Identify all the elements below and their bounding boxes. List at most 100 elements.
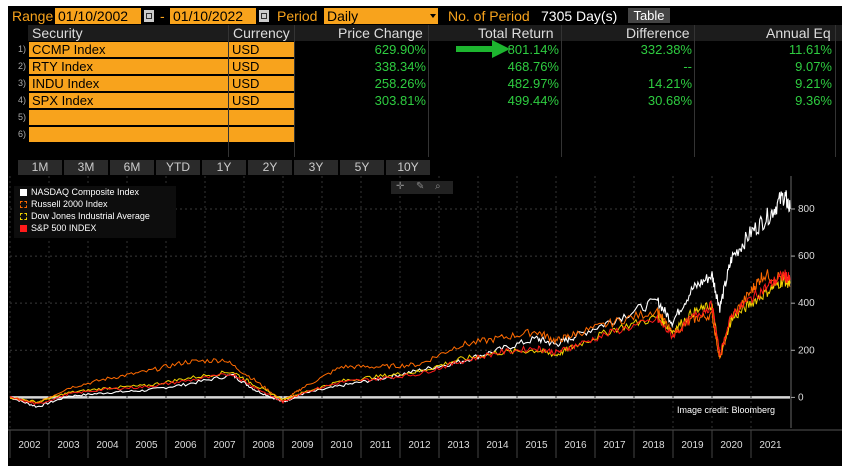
y-tick-label: 600 <box>798 251 815 262</box>
security-cell[interactable]: CCMP Index <box>29 42 228 57</box>
calendar-icon[interactable] <box>259 10 269 22</box>
currency-cell[interactable] <box>229 127 294 142</box>
header-currency: Currency <box>233 25 290 41</box>
x-tick-label: 2018 <box>642 440 665 451</box>
price-change-value: 258.26% <box>374 76 426 91</box>
row-number: 4) <box>18 95 27 105</box>
annual-eq-value: 9.36% <box>795 93 832 108</box>
chart-legend: NASDAQ Composite Index Russell 2000 Inde… <box>14 186 176 238</box>
legend-label: Russell 2000 Index <box>31 199 108 209</box>
annual-eq-value: 9.07% <box>795 59 832 74</box>
x-tick-label: 2003 <box>57 440 80 451</box>
x-tick-label: 2016 <box>564 440 587 451</box>
calendar-icon[interactable] <box>144 10 154 22</box>
x-tick-label: 2008 <box>252 440 275 451</box>
x-tick-label: 2002 <box>18 440 41 451</box>
col-divider <box>294 25 295 157</box>
period-label: Period <box>277 8 318 24</box>
period-tab-2y[interactable]: 2Y <box>248 160 292 175</box>
currency-cell[interactable]: USD <box>229 59 294 74</box>
period-select[interactable]: Daily <box>324 8 428 24</box>
num-period-label: No. of Period <box>448 8 530 24</box>
x-tick-label: 2006 <box>174 440 197 451</box>
col-divider <box>428 25 429 157</box>
pencil-icon[interactable]: ✎ <box>416 181 425 192</box>
x-axis-band <box>8 430 842 460</box>
y-axis: 0 200 400 600 800 <box>790 176 815 428</box>
x-tick-label: 2015 <box>525 440 548 451</box>
legend-label: Dow Jones Industrial Average <box>31 211 150 221</box>
y-tick-label: 400 <box>798 298 815 309</box>
header-annual-eq: Annual Eq <box>766 25 831 41</box>
difference-value: 30.68% <box>647 93 692 108</box>
currency-cell[interactable]: USD <box>229 93 294 108</box>
series-line-0 <box>9 190 791 408</box>
range-dash: - <box>160 8 165 24</box>
header-security: Security <box>32 25 83 41</box>
security-cell[interactable] <box>29 110 228 125</box>
difference-value: -- <box>683 59 692 74</box>
col-divider <box>228 25 229 157</box>
legend-swatch <box>20 201 27 208</box>
arrow-right-icon <box>456 40 510 58</box>
search-icon[interactable]: ⌕ <box>435 181 441 192</box>
difference-value: 332.38% <box>640 42 692 57</box>
period-tab-1m[interactable]: 1M <box>18 160 62 175</box>
table-header-row <box>28 25 842 41</box>
x-tick-label: 2007 <box>213 440 236 451</box>
x-tick-label: 2020 <box>720 440 743 451</box>
x-tick-label: 2021 <box>759 440 782 451</box>
x-tick-label: 2017 <box>603 440 626 451</box>
row-number: 3) <box>18 78 27 88</box>
x-tick-label: 2012 <box>408 440 431 451</box>
col-divider <box>561 25 562 157</box>
col-divider <box>694 25 695 157</box>
series-line-3 <box>9 269 791 406</box>
security-cell[interactable] <box>29 127 228 142</box>
row-number: 1) <box>18 44 27 54</box>
chart-tools: ✛ ✎ ⌕ <box>391 181 453 194</box>
x-tick-label: 2005 <box>135 440 158 451</box>
period-tab-5y[interactable]: 5Y <box>340 160 384 175</box>
crosshair-icon[interactable]: ✛ <box>396 181 405 192</box>
period-tab-3m[interactable]: 3M <box>64 160 108 175</box>
period-tab-10y[interactable]: 10Y <box>386 160 430 175</box>
chart-series <box>9 190 791 408</box>
security-cell[interactable]: RTY Index <box>29 59 228 74</box>
row-number: 5) <box>18 112 27 122</box>
period-tab-3y[interactable]: 3Y <box>294 160 338 175</box>
chevron-down-icon[interactable] <box>428 8 438 24</box>
chart-grid <box>9 176 790 428</box>
y-tick-label: 200 <box>798 345 815 356</box>
range-label: Range <box>12 8 54 24</box>
y-tick-label: 800 <box>798 204 815 215</box>
price-change-value: 303.81% <box>374 93 426 108</box>
total-return-value: 468.76% <box>507 59 559 74</box>
currency-cell[interactable] <box>229 110 294 125</box>
difference-value: 14.21% <box>647 76 692 91</box>
x-tick-label: 2009 <box>291 440 314 451</box>
table-button[interactable]: Table <box>628 8 670 23</box>
x-tick-label: 2019 <box>681 440 704 451</box>
security-cell[interactable]: INDU Index <box>29 76 228 91</box>
period-tab-6m[interactable]: 6M <box>110 160 154 175</box>
currency-cell[interactable]: USD <box>229 42 294 57</box>
header-difference: Difference <box>626 25 690 41</box>
legend-swatch <box>20 213 27 220</box>
header-price-change: Price Change <box>338 25 423 41</box>
period-tab-1y[interactable]: 1Y <box>202 160 246 175</box>
end-date-input[interactable]: 01/10/2022 <box>170 8 256 24</box>
price-change-value: 629.90% <box>374 42 426 57</box>
legend-swatch <box>20 225 27 232</box>
x-tick-label: 2004 <box>96 440 119 451</box>
x-axis: 2002 2003 2004 2005 2006 2007 2008 2009 2010 2011… <box>8 429 842 460</box>
start-date-input[interactable]: 01/10/2002 <box>55 8 141 24</box>
currency-cell[interactable]: USD <box>229 76 294 91</box>
x-tick-label: 2010 <box>330 440 353 451</box>
series-line-2 <box>9 274 791 404</box>
legend-swatch <box>20 189 27 196</box>
period-tab-ytd[interactable]: YTD <box>156 160 200 175</box>
legend-label: S&P 500 INDEX <box>31 223 97 233</box>
header-total-return: Total Return <box>478 25 554 41</box>
security-cell[interactable]: SPX Index <box>29 93 228 108</box>
